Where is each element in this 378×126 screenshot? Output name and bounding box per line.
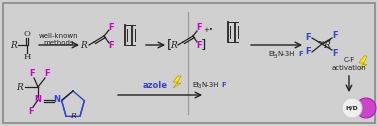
Text: H: H (23, 53, 31, 61)
Text: R: R (324, 41, 330, 51)
Text: azole: azole (143, 81, 167, 89)
Text: R: R (11, 40, 17, 50)
Bar (234, 22, 235, 42)
Text: Et: Et (192, 82, 199, 88)
Text: F: F (298, 51, 303, 57)
Text: F: F (305, 34, 311, 42)
Text: N-3H: N-3H (201, 82, 218, 88)
Text: F: F (29, 70, 35, 78)
Text: F: F (332, 30, 338, 39)
Bar (130, 25, 133, 45)
Text: R: R (17, 83, 23, 91)
Text: methods: methods (44, 40, 74, 46)
Text: F: F (44, 70, 50, 78)
Text: +•: +• (203, 27, 213, 33)
Text: F: F (196, 40, 202, 50)
Text: C-F: C-F (343, 57, 355, 63)
Text: activation: activation (332, 65, 366, 71)
Text: N: N (34, 96, 42, 104)
Text: F: F (108, 41, 114, 51)
Circle shape (356, 98, 376, 118)
Polygon shape (359, 56, 367, 70)
Text: F: F (305, 48, 311, 56)
Text: R: R (70, 112, 76, 120)
Text: ~: ~ (316, 39, 324, 48)
Text: F: F (332, 49, 338, 57)
Text: F: F (196, 24, 202, 33)
Text: O: O (23, 30, 31, 38)
Text: F: F (108, 24, 114, 33)
Text: well-known: well-known (39, 33, 79, 39)
Polygon shape (173, 76, 181, 88)
Text: H/D: H/D (345, 105, 358, 111)
Text: N-3H: N-3H (277, 51, 294, 57)
Text: R: R (170, 40, 177, 50)
Text: R: R (81, 40, 87, 50)
Text: F: F (221, 82, 226, 88)
Text: N: N (54, 96, 60, 104)
Text: Et: Et (268, 51, 275, 57)
Text: 3: 3 (274, 54, 277, 58)
Text: F: F (28, 106, 34, 116)
Text: [: [ (167, 39, 173, 52)
Text: ]: ] (200, 39, 206, 52)
Circle shape (342, 98, 362, 118)
Text: 3: 3 (198, 85, 201, 89)
